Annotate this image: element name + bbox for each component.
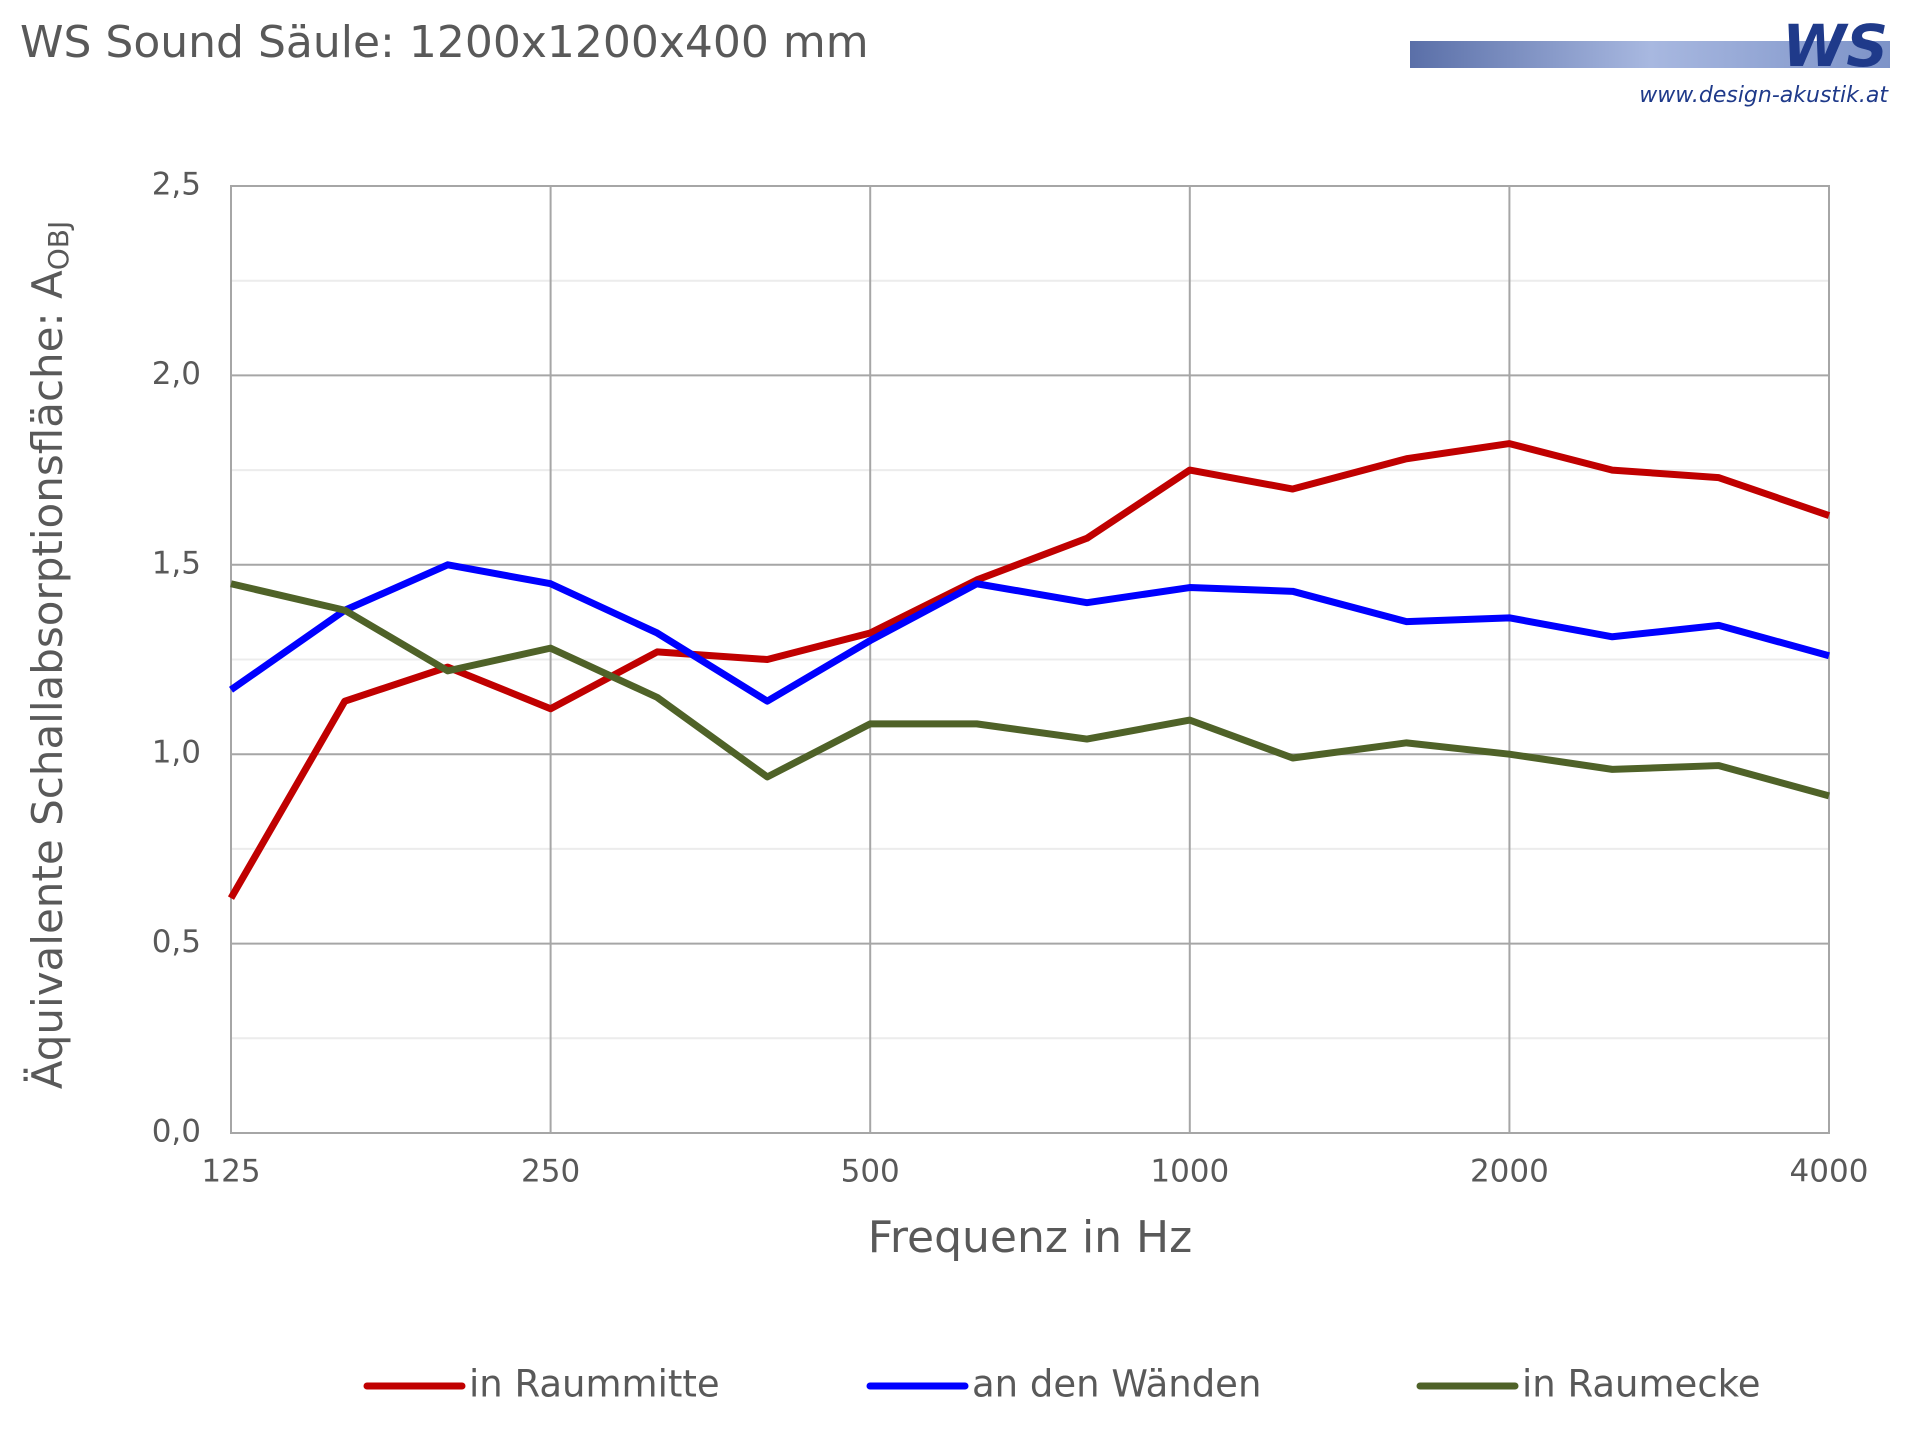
plot-frame (230, 185, 1830, 1134)
legend-label: in Raummitte (469, 1363, 720, 1406)
y-tick-label: 0,0 (152, 1114, 201, 1150)
legend-label: an den Wänden (972, 1363, 1261, 1406)
logo: WS (1782, 12, 1888, 80)
series-line (227, 440, 1831, 900)
y-tick-label: 0,5 (152, 924, 201, 960)
y-tick-label: 1,0 (152, 735, 201, 771)
x-axis-title: Frequenz in Hz (868, 1212, 1192, 1263)
logo-bar (1410, 41, 1890, 68)
series-line (228, 561, 1830, 705)
y-axis-title-sub: OBJ (42, 221, 75, 271)
legend-label: in Raumecke (1522, 1363, 1761, 1406)
x-tick-label: 125 (201, 1154, 260, 1190)
y-axis-title-main: Äquivalente Schallabsorptionsfläche: A (22, 270, 72, 1089)
series-line (230, 580, 1830, 800)
x-tick-label: 500 (841, 1154, 900, 1190)
y-tick-label: 1,5 (152, 545, 201, 581)
x-tick-label: 1000 (1150, 1154, 1229, 1190)
y-tick-label: 2,0 (152, 356, 201, 392)
x-tick-label: 2000 (1470, 1154, 1549, 1190)
y-tick-label: 2,5 (152, 167, 201, 203)
y-axis-title: Äquivalente Schallabsorptionsfläche: AOB… (22, 221, 76, 1090)
chart-title: WS Sound Säule: 1200x1200x400 mm (20, 17, 869, 68)
x-tick-label: 250 (521, 1154, 580, 1190)
x-tick-label: 4000 (1790, 1154, 1869, 1190)
logo-url: www.design-akustik.at (1639, 83, 1889, 108)
